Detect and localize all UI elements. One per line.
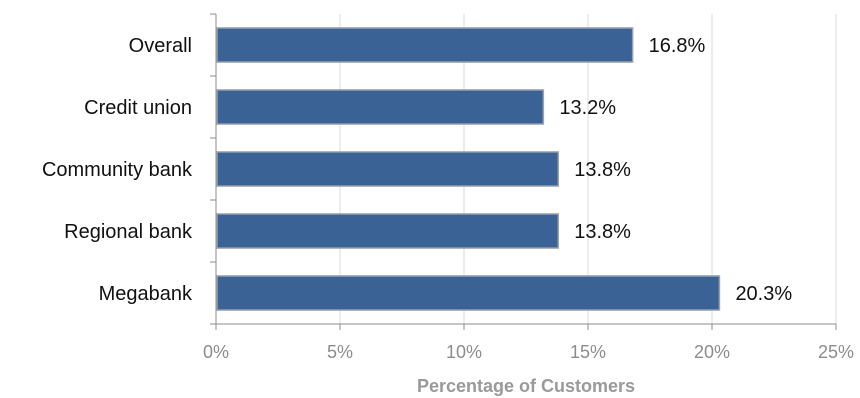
bar (216, 89, 545, 125)
data-label: 13.8% (574, 221, 631, 243)
category-label: Credit union (84, 97, 192, 119)
x-tick-label: 15% (570, 342, 606, 362)
bar (216, 151, 559, 187)
data-label: 20.3% (735, 283, 792, 305)
x-axis-title: Percentage of Customers (417, 376, 635, 396)
category-label: Community bank (42, 159, 193, 181)
bar (216, 27, 634, 63)
labels: 0% 5% 10% 15% 20% 25% Overall 16.8% Credit union… (42, 35, 854, 362)
data-label: 13.8% (574, 159, 631, 181)
bars (216, 27, 721, 311)
data-label: 13.2% (559, 97, 616, 119)
category-label: Megabank (99, 283, 193, 305)
category-label: Regional bank (64, 221, 193, 243)
x-tick-label: 10% (446, 342, 482, 362)
x-tick-label: 0% (203, 342, 229, 362)
x-tick-label: 25% (818, 342, 854, 362)
x-tick-label: 5% (327, 342, 353, 362)
category-label: Overall (129, 35, 192, 57)
data-label: 16.8% (649, 35, 706, 57)
grid-lines (339, 14, 837, 324)
bar (216, 213, 559, 249)
axes (210, 13, 837, 330)
bar (216, 275, 721, 311)
x-tick-label: 20% (694, 342, 730, 362)
